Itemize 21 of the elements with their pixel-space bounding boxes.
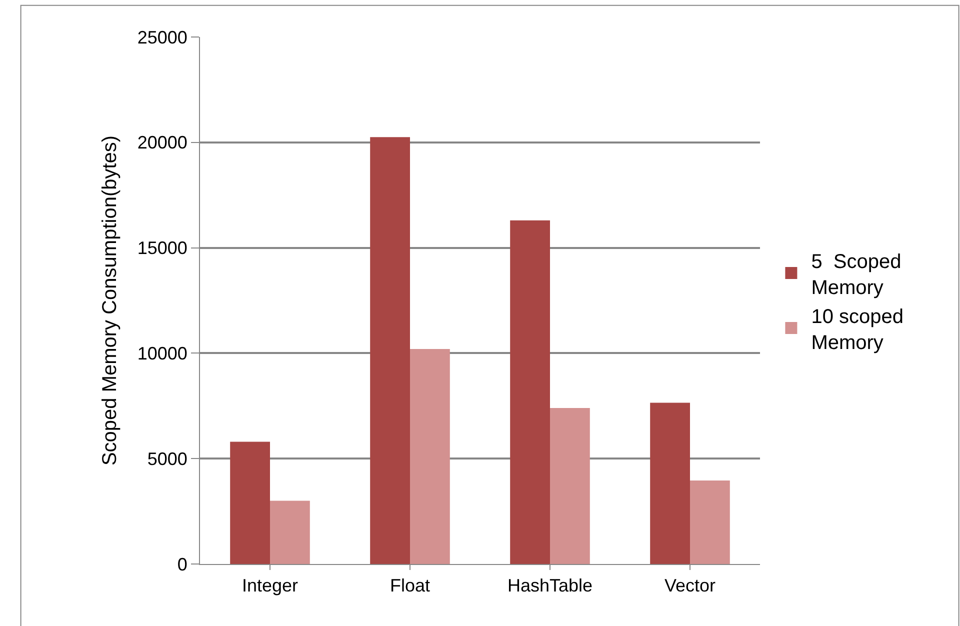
bar: [410, 348, 450, 564]
bar: [510, 220, 550, 564]
x-tick-label: HashTable: [507, 576, 593, 596]
y-tick-label: 25000: [137, 27, 188, 48]
y-axis-title: Scoped Memory Consumption(bytes): [98, 135, 121, 466]
y-tick-label: 10000: [137, 344, 188, 364]
y-tick-label: 0: [177, 554, 188, 574]
bar: [270, 500, 310, 564]
bar: [550, 408, 590, 564]
bar: [690, 480, 730, 564]
y-tick-label: 20000: [137, 132, 188, 153]
x-tick-label: Float: [390, 576, 430, 596]
y-tick-label: 15000: [137, 238, 188, 258]
x-tick-label: Integer: [242, 576, 298, 596]
bar: [230, 442, 270, 564]
y-tick-label: 5000: [147, 448, 188, 469]
bar: [650, 402, 690, 564]
legend-label: 10 scoped Memory: [811, 306, 904, 354]
x-tick-label: Vector: [664, 576, 716, 596]
bar: [370, 137, 410, 564]
legend-label: 5 Scoped Memory: [811, 250, 902, 299]
